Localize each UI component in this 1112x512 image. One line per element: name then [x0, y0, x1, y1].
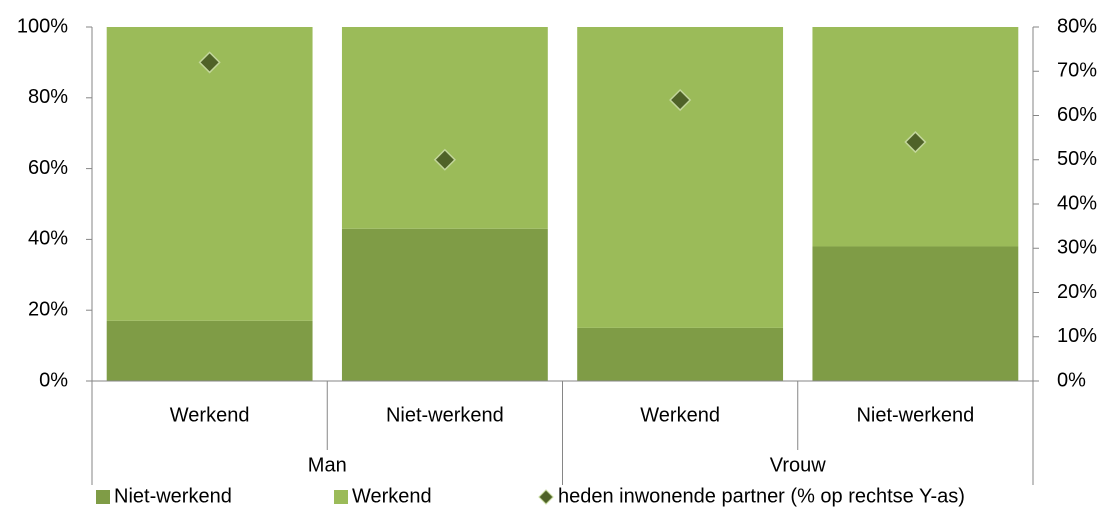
legend-swatch	[96, 490, 110, 504]
legend-label: Werkend	[352, 485, 432, 507]
bar-segment	[577, 27, 784, 328]
y-tick-label: 80%	[28, 86, 68, 108]
diamond-marker	[198, 51, 221, 74]
legend-marker	[538, 489, 554, 505]
y2-tick-label: 0%	[1057, 369, 1086, 391]
bar-segment	[812, 246, 1019, 381]
diamond-marker	[433, 148, 456, 171]
group-label: Vrouw	[770, 454, 827, 476]
y2-tick-label: 30%	[1057, 237, 1097, 259]
x-tick-label: Niet-werkend	[386, 404, 504, 426]
bar-segment	[106, 27, 313, 321]
y2-tick-label: 60%	[1057, 104, 1097, 126]
y-tick-label: 20%	[28, 298, 68, 320]
bar-segment	[341, 228, 548, 381]
diamond-marker	[904, 130, 927, 154]
bar-segment	[106, 320, 313, 381]
y2-tick-label: 80%	[1057, 15, 1097, 37]
diamond-marker	[669, 88, 692, 112]
x-tick-label: Werkend	[170, 404, 250, 426]
y-tick-label: 100%	[17, 15, 68, 37]
y-tick-label: 60%	[28, 157, 68, 179]
x-tick-label: Werkend	[640, 404, 720, 426]
y2-tick-label: 70%	[1057, 60, 1097, 82]
y-tick-label: 40%	[28, 228, 68, 250]
y2-tick-label: 50%	[1057, 148, 1097, 170]
y-tick-label: 0%	[39, 369, 68, 391]
legend-label: heden inwonende partner (% op rechtse Y-…	[558, 485, 965, 507]
group-label: Man	[308, 454, 347, 476]
legend-label: Niet-werkend	[114, 485, 232, 507]
y2-tick-label: 40%	[1057, 192, 1097, 214]
bar-segment	[341, 27, 548, 229]
bar-segment	[577, 327, 784, 381]
y2-tick-label: 10%	[1057, 325, 1097, 347]
x-tick-label: Niet-werkend	[856, 404, 974, 426]
legend-swatch	[334, 490, 348, 504]
y2-tick-label: 20%	[1057, 281, 1097, 303]
